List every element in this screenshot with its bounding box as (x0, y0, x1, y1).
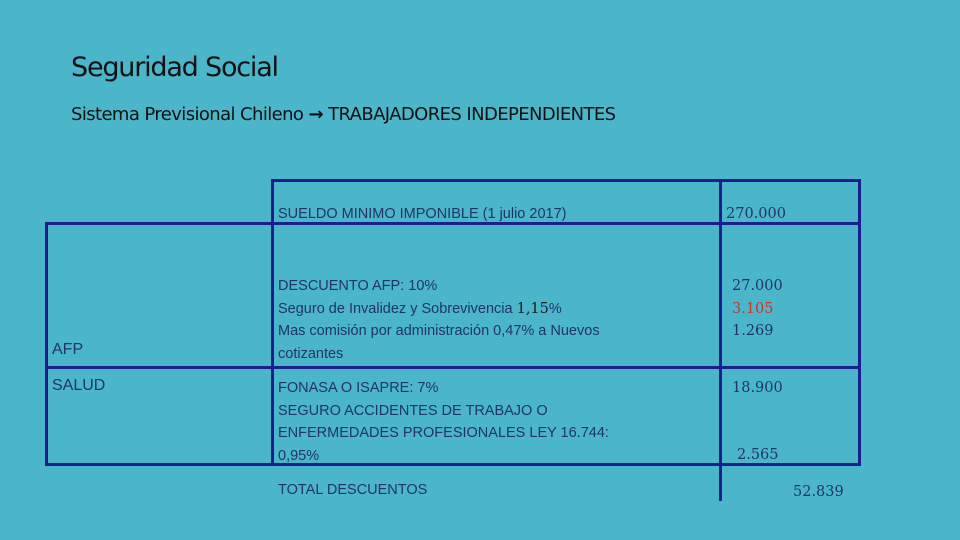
afp-line-4: cotizantes (278, 345, 344, 362)
afp-line-2-text: Seguro de Invalidez y Sobrevivencia (278, 300, 517, 317)
page-title: Seguridad Social (71, 52, 279, 83)
table-line-left (45, 222, 48, 466)
arrow-right-icon: → (308, 104, 323, 125)
afp-description: DESCUENTO AFP: 10% Seguro de Invalidez y… (278, 275, 600, 365)
table-line-col2 (719, 179, 722, 501)
afp-values: 27.000 3.105 1.269 (732, 275, 783, 343)
afp-line-2: Seguro de Invalidez y Sobrevivencia 1,15… (278, 298, 600, 321)
afp-line-3: Mas comisión por administración 0,47% a … (278, 323, 600, 339)
salud-value-fonasa: 18.900 (732, 380, 783, 396)
subtitle-text: Sistema Previsional Chileno (71, 104, 304, 125)
sueldo-description: SUELDO MINIMO IMPONIBLE (1 julio 2017) (278, 206, 567, 222)
afp-line-2-percent: % (548, 300, 562, 317)
row-label-afp: AFP (52, 341, 84, 358)
table-line-row1 (45, 222, 861, 225)
afp-line-2-number: 1,15 (516, 300, 549, 317)
table-line-row3 (45, 463, 861, 466)
table-line-top (271, 179, 861, 182)
salud-line-1: FONASA O ISAPRE: 7% (278, 380, 439, 396)
salud-value-accidentes: 2.565 (737, 447, 779, 463)
page-subtitle: Sistema Previsional Chileno → TRABAJADOR… (71, 104, 616, 125)
table-line-row2 (45, 366, 861, 369)
salud-line-3: ENFERMEDADES PROFESIONALES LEY 16.744: (278, 425, 609, 441)
salud-description: FONASA O ISAPRE: 7% SEGURO ACCIDENTES DE… (278, 377, 609, 467)
row-label-salud: SALUD (52, 377, 106, 394)
afp-value-comision: 1.269 (732, 323, 774, 339)
salud-line-4: 0,95% (278, 447, 320, 464)
salud-line-2: SEGURO ACCIDENTES DE TRABAJO O (278, 402, 548, 419)
afp-value-descuento: 27.000 (732, 278, 783, 294)
table-line-col1 (271, 179, 274, 466)
total-value: 52.839 (793, 484, 844, 500)
sueldo-value: 270.000 (726, 206, 786, 222)
total-label: TOTAL DESCUENTOS (278, 482, 428, 498)
table-line-right (858, 179, 861, 466)
afp-value-seguro: 3.105 (732, 300, 774, 317)
subtitle-tail: TRABAJADORES INDEPENDIENTES (328, 104, 616, 125)
afp-line-1: DESCUENTO AFP: 10% (278, 278, 438, 294)
